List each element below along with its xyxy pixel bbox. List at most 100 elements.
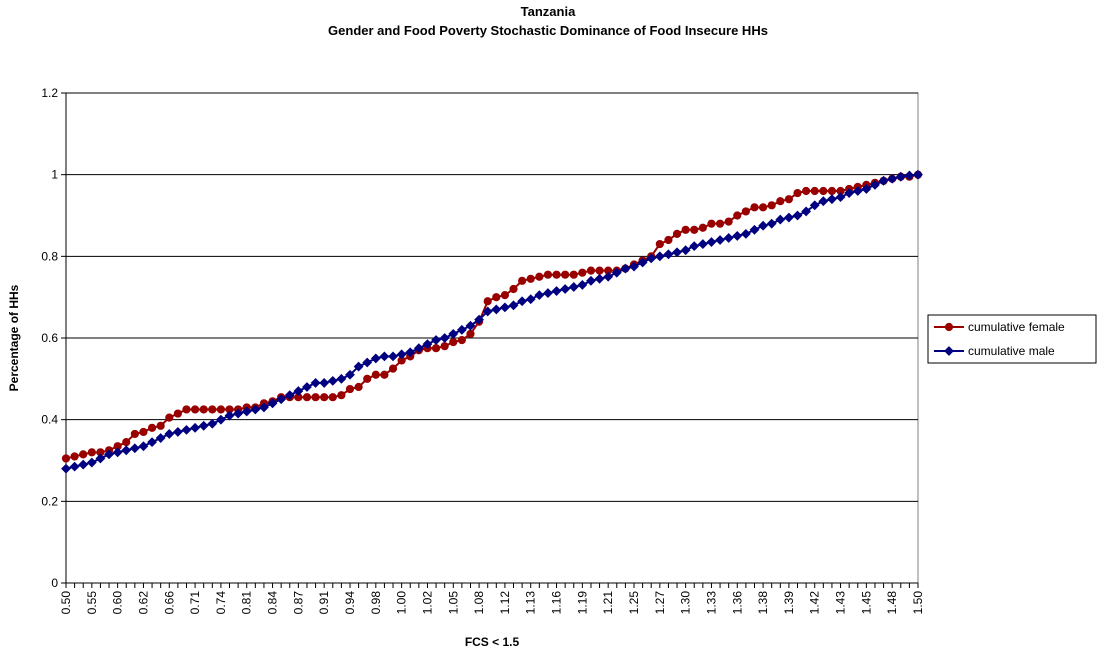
data-point	[371, 370, 380, 379]
data-point	[568, 282, 579, 292]
data-point	[87, 448, 96, 457]
data-point	[112, 447, 123, 458]
data-point	[724, 217, 733, 226]
data-point	[594, 273, 605, 284]
data-point	[337, 391, 346, 400]
data-point	[801, 206, 812, 217]
data-point	[715, 235, 725, 245]
data-point	[707, 219, 716, 228]
data-point	[715, 219, 725, 228]
data-point	[776, 197, 785, 206]
data-point	[543, 270, 553, 279]
data-point	[767, 201, 776, 210]
data-point	[732, 231, 743, 241]
data-point	[500, 302, 510, 313]
x-tick-label: 1.12	[498, 591, 512, 615]
data-point	[198, 420, 209, 431]
data-point	[284, 390, 295, 401]
data-point	[362, 357, 373, 368]
data-point	[672, 229, 682, 238]
data-point	[810, 186, 819, 196]
data-point	[311, 393, 320, 402]
data-point	[509, 284, 518, 294]
data-point	[190, 422, 200, 433]
data-point	[319, 378, 330, 388]
x-tick-label: 1.13	[524, 591, 538, 615]
data-point	[130, 429, 139, 439]
data-point	[327, 375, 338, 386]
x-tick-label: 0.50	[59, 591, 73, 615]
data-point	[793, 188, 802, 198]
data-point	[208, 405, 217, 414]
data-point	[620, 263, 631, 274]
data-point	[431, 344, 441, 353]
data-point	[944, 322, 954, 332]
data-point	[492, 293, 501, 302]
data-point	[491, 304, 502, 315]
data-point	[646, 253, 657, 264]
data-point	[784, 195, 794, 204]
data-point	[913, 169, 923, 180]
x-tick-label: 1.30	[679, 591, 693, 615]
data-point	[310, 378, 321, 388]
data-point	[517, 296, 528, 307]
x-tick-label: 1.25	[627, 591, 641, 615]
data-point	[904, 170, 915, 181]
data-point	[78, 459, 89, 470]
x-tick-label: 0.81	[240, 591, 254, 615]
data-point	[345, 369, 355, 380]
data-point	[827, 186, 837, 196]
data-point	[172, 427, 183, 437]
data-point	[663, 249, 674, 260]
data-point	[95, 453, 106, 464]
data-point	[199, 405, 208, 414]
x-tick-label: 0.55	[85, 591, 99, 615]
data-point	[70, 452, 79, 461]
data-point	[156, 421, 165, 430]
data-point	[664, 235, 673, 245]
x-tick-label: 1.33	[704, 591, 718, 615]
data-point	[104, 449, 114, 460]
data-point	[561, 270, 570, 279]
series-line	[65, 173, 919, 470]
data-point	[500, 291, 510, 300]
data-point	[388, 351, 398, 362]
data-point	[182, 405, 191, 414]
data-point	[870, 179, 880, 190]
data-point	[792, 210, 803, 221]
data-point	[827, 194, 837, 205]
data-point	[482, 306, 493, 317]
data-point	[233, 408, 244, 419]
x-tick-label: 0.66	[162, 591, 176, 615]
data-point	[525, 294, 536, 305]
x-tick-label: 1.45	[859, 591, 873, 615]
data-point	[655, 239, 664, 249]
x-tick-label: 1.02	[420, 591, 434, 615]
data-point	[681, 225, 690, 234]
data-point	[706, 237, 717, 247]
data-point	[320, 393, 329, 402]
data-point	[328, 393, 337, 402]
x-tick-label: 1.19	[575, 591, 589, 615]
data-point	[690, 225, 699, 234]
data-point	[302, 393, 312, 402]
x-tick-label: 0.74	[214, 591, 228, 615]
x-tick-label: 0.87	[291, 591, 305, 615]
data-point	[396, 349, 407, 360]
x-tick-label: 0.62	[136, 591, 150, 615]
y-tick-label: 1	[51, 168, 58, 182]
data-point	[379, 351, 390, 362]
x-tick-label: 1.50	[911, 591, 925, 615]
y-tick-label: 0.6	[41, 331, 58, 345]
x-tick-label: 1.43	[834, 591, 848, 615]
data-point	[749, 224, 760, 235]
data-point	[535, 272, 544, 281]
data-point	[775, 214, 786, 225]
data-point	[595, 266, 604, 275]
data-point	[766, 218, 777, 229]
data-point	[784, 212, 794, 223]
data-point	[508, 300, 519, 311]
x-axis-title: FCS < 1.5	[465, 635, 520, 649]
data-point	[758, 203, 768, 212]
data-point	[61, 463, 71, 474]
